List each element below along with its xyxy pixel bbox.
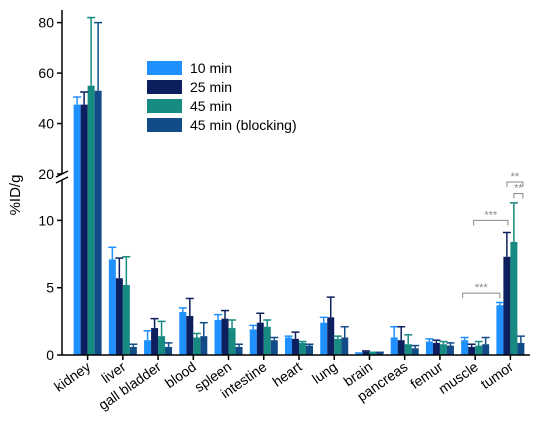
bar — [249, 329, 257, 355]
bar — [376, 352, 384, 355]
bar — [475, 345, 483, 355]
y-ticks-layer: 0 5 10 20 40 60 80 — [38, 15, 62, 363]
y-tick-label: 40 — [38, 116, 54, 132]
bar — [285, 337, 292, 355]
bar — [115, 278, 123, 355]
x-tick-label: muscle — [435, 358, 481, 397]
bar — [369, 352, 377, 355]
bar — [468, 346, 476, 355]
bar — [214, 320, 222, 355]
bar — [461, 340, 469, 355]
bar — [432, 342, 440, 355]
y-tick-label: 10 — [38, 212, 54, 228]
bar — [200, 336, 208, 355]
bar — [144, 340, 152, 355]
significance-layer: ********** — [462, 171, 524, 299]
significance-bracket-label: *** — [484, 209, 498, 221]
significance-bracket-label: ** — [514, 182, 523, 194]
x-tick-label: lung — [309, 358, 340, 386]
bar — [151, 328, 159, 355]
y-axis-label: %ID/g — [7, 175, 24, 216]
y-tick-label: 80 — [38, 15, 54, 31]
bar — [482, 344, 490, 355]
bar — [446, 345, 454, 355]
bar — [390, 337, 398, 355]
y-tick-label: 20 — [38, 166, 54, 182]
bar — [256, 322, 264, 355]
bar — [362, 351, 370, 355]
bar — [341, 337, 349, 355]
bar — [404, 344, 412, 355]
bar — [94, 90, 102, 355]
bar — [270, 340, 278, 355]
bar — [221, 318, 229, 355]
y-tick-label: 0 — [46, 347, 54, 363]
bar — [503, 256, 511, 355]
y-tick-label: 60 — [38, 65, 54, 81]
bar — [80, 104, 88, 355]
bar — [186, 315, 194, 355]
bar — [397, 340, 405, 355]
significance-bracket-label: *** — [475, 282, 489, 294]
bar — [299, 342, 306, 355]
significance-bracket — [506, 181, 524, 187]
bar — [327, 317, 335, 355]
x-tick-label: gall bladder — [95, 358, 164, 413]
legend-label: 25 min — [190, 79, 232, 95]
bar — [129, 346, 137, 355]
bar — [228, 328, 236, 355]
bar — [320, 322, 328, 355]
axis-break-mark — [55, 176, 69, 184]
legend: 10 min 25 min 45 min 45 min (blocking) — [147, 60, 297, 133]
bar — [158, 336, 166, 355]
bar — [306, 345, 313, 355]
bar — [439, 344, 447, 355]
bar — [411, 348, 419, 355]
significance-bracket-label: ** — [511, 171, 520, 183]
bar — [425, 341, 433, 355]
error-bars-layer — [73, 16, 525, 354]
bar — [292, 338, 299, 355]
legend-swatch — [147, 80, 182, 94]
bar — [122, 285, 130, 355]
legend-label: 45 min (blocking) — [190, 117, 297, 133]
bar — [165, 346, 173, 355]
bar — [496, 305, 504, 355]
legend-swatch — [147, 99, 182, 113]
axes-layer — [55, 10, 530, 356]
legend-label: 10 min — [190, 60, 232, 76]
legend-swatch — [147, 61, 182, 75]
x-tick-label: tumor — [478, 358, 517, 392]
bar — [193, 337, 201, 355]
bar — [87, 85, 95, 355]
x-tick-label: kidney — [51, 358, 93, 394]
bar — [263, 326, 271, 355]
y-tick-label: 5 — [46, 280, 54, 296]
bar — [179, 311, 187, 355]
x-tick-label: heart — [269, 358, 304, 389]
significance-bracket — [473, 219, 509, 226]
significance-bracket — [513, 192, 524, 199]
bar — [334, 338, 342, 355]
significance-bracket — [462, 292, 501, 299]
bars-layer — [73, 85, 525, 355]
legend-label: 45 min — [190, 98, 232, 114]
bar — [517, 342, 525, 355]
bar — [108, 259, 116, 355]
bar — [73, 104, 81, 355]
bar — [510, 241, 518, 355]
bar — [235, 346, 243, 355]
legend-swatch — [147, 118, 182, 132]
